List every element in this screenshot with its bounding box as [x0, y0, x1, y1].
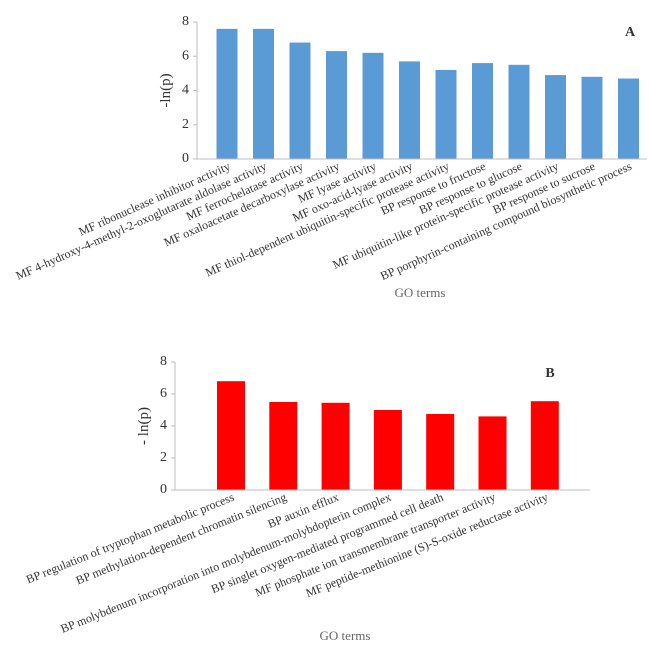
bar [426, 414, 455, 490]
y-tick-label: 0 [160, 482, 167, 497]
bar [472, 63, 493, 159]
bar [530, 401, 559, 490]
bar [362, 52, 384, 160]
y-tick-label: 6 [160, 386, 167, 401]
bar [289, 42, 311, 159]
y-tick-label: 6 [182, 48, 189, 63]
y-axis-label: -ln(p) [158, 73, 174, 107]
bar [545, 75, 566, 159]
bar [478, 416, 507, 490]
bar [399, 61, 420, 160]
bar [618, 78, 639, 159]
y-tick-label: 0 [182, 151, 189, 166]
bar [326, 51, 347, 159]
x-axis-label: GO terms [395, 285, 446, 300]
y-tick-label: 4 [160, 418, 167, 433]
panel-label: B [545, 366, 554, 381]
y-axis-label: - ln(p) [136, 407, 152, 445]
bar [373, 410, 402, 490]
y-tick-label: 8 [182, 14, 189, 29]
bar [321, 402, 350, 490]
bar [269, 402, 298, 490]
y-tick-label: 2 [160, 450, 167, 465]
bar [216, 28, 238, 159]
y-tick-label: 4 [182, 83, 189, 98]
bar [508, 64, 530, 159]
bar [217, 381, 245, 490]
y-tick-label: 8 [160, 354, 167, 369]
bar [435, 69, 457, 159]
y-tick-label: 2 [182, 117, 189, 132]
bar [253, 28, 274, 159]
x-axis-label: GO terms [320, 628, 371, 643]
bar [581, 76, 603, 159]
panel-label: A [625, 25, 636, 40]
